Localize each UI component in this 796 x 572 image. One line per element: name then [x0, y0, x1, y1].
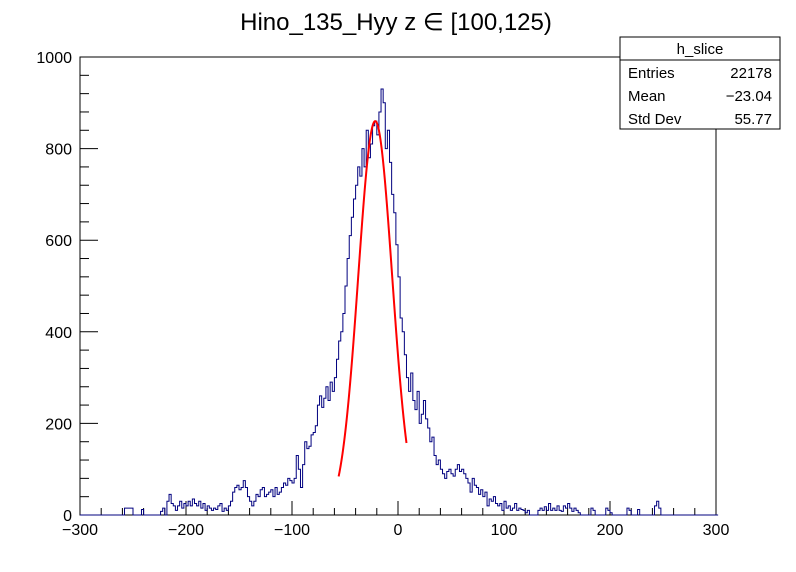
- y-tick-label: 1000: [36, 50, 72, 67]
- stats-label-entries: Entries: [628, 65, 675, 82]
- stats-value-mean: −23.04: [726, 88, 772, 105]
- y-tick-label: 600: [45, 233, 72, 250]
- histogram-series: [80, 88, 719, 516]
- x-tick-label: 0: [394, 522, 403, 539]
- gaussian-fit-curve: [337, 120, 408, 477]
- x-tick-label: −200: [168, 522, 204, 539]
- y-tick-label: 800: [45, 142, 72, 159]
- y-axis: 0 200 400 600 800 1000: [36, 50, 98, 525]
- stats-box-border: [619, 36, 781, 130]
- stats-value-entries: 22178: [730, 65, 772, 82]
- x-tick-label: 300: [703, 522, 730, 539]
- stats-label-mean: Mean: [628, 88, 666, 105]
- x-tick-label: 100: [491, 522, 518, 539]
- y-tick-label: 400: [45, 325, 72, 342]
- stats-box: h_slice Entries 22178 Mean −23.04 Std De…: [619, 36, 781, 130]
- x-tick-label: −100: [274, 522, 310, 539]
- y-tick-label: 200: [45, 416, 72, 433]
- stats-label-stddev: Std Dev: [628, 111, 682, 128]
- stats-box-title: h_slice: [677, 41, 724, 58]
- x-tick-label: −300: [62, 522, 98, 539]
- y-tick-label: 0: [63, 508, 72, 525]
- chart-title: Hino_135_Hyy z ∈ [100,125): [240, 9, 552, 36]
- x-tick-label: 200: [597, 522, 624, 539]
- x-axis: −300 −200 −100 0 100 200 300: [62, 501, 729, 539]
- stats-value-stddev: 55.77: [734, 111, 772, 128]
